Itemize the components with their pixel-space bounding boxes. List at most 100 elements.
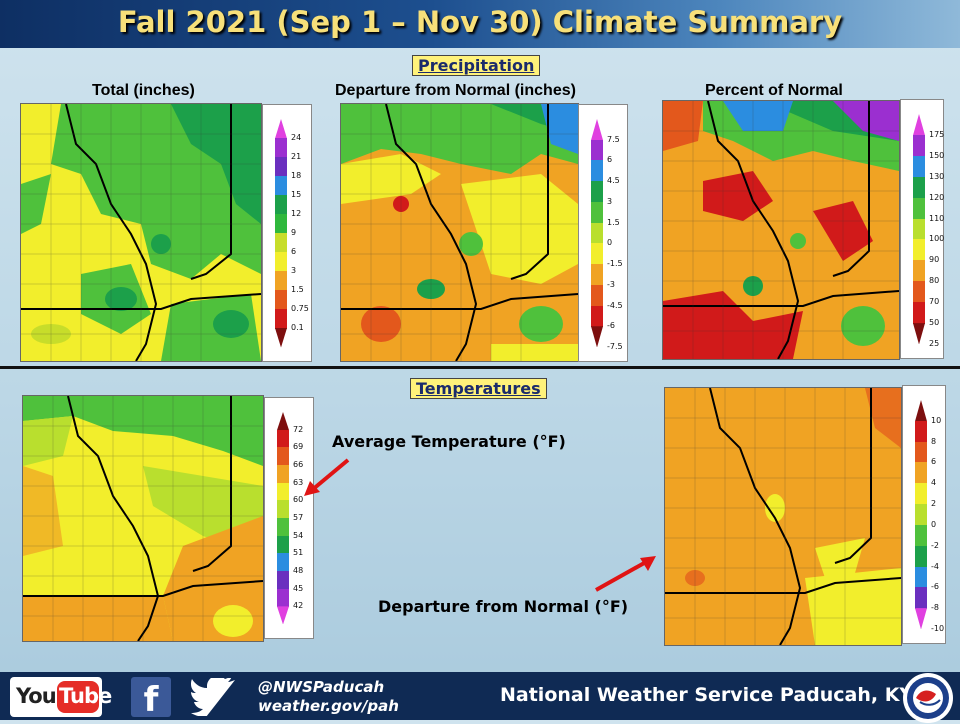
legend-tick-label: 80 (929, 276, 940, 286)
precip-departure-legend: 7.5 6 4.5 3 1.5 0 -1.5 -3 -4.5 -6 -7.5 (578, 104, 628, 362)
legend-color-swatch (277, 518, 289, 537)
twitter-handle[interactable]: @NWSPaducah (258, 678, 385, 696)
legend-color-swatch (275, 309, 287, 329)
legend-tick-label: 9 (291, 228, 297, 237)
legend-color-swatch (275, 271, 287, 291)
precip-departure-map (340, 103, 579, 362)
legend-color-swatch (913, 302, 925, 324)
legend-color-swatch (277, 482, 289, 501)
legend-color-swatch (275, 233, 287, 253)
legend-tick-label: 3 (291, 266, 297, 275)
legend-tick-label: -2 (931, 540, 939, 550)
legend-color-swatch (913, 134, 925, 157)
legend-color-swatch (913, 114, 925, 136)
legend-color-swatch (275, 138, 287, 158)
legend-color-swatch (915, 504, 927, 526)
legend-tick-label: -6 (931, 582, 939, 592)
social-handles: @NWSPaducah weather.gov/pah (258, 678, 399, 716)
legend-tick-label: 0 (931, 519, 937, 529)
legend-color-swatch (913, 323, 925, 345)
legend-color-swatch (915, 483, 927, 505)
legend-tick-label: 3 (607, 196, 613, 206)
legend-color-swatch (915, 566, 927, 588)
legend-tick-label: -4.5 (607, 300, 623, 310)
legend-tick-label: 45 (293, 583, 304, 593)
legend-tick-label: 25 (929, 339, 940, 348)
legend-color-swatch (277, 535, 289, 554)
legend-color-swatch (591, 222, 603, 244)
page-title: Fall 2021 (Sep 1 – Nov 30) Climate Summa… (117, 5, 843, 39)
legend-color-swatch (915, 608, 927, 630)
legend-color-swatch (591, 139, 603, 161)
legend-tick-label: 70 (929, 297, 940, 307)
legend-color-swatch (275, 328, 287, 348)
legend-color-swatch (913, 281, 925, 303)
legend-color-swatch (913, 197, 925, 220)
legend-color-swatch (275, 252, 287, 272)
legend-tick-label: 48 (293, 566, 304, 575)
legend-color-swatch (275, 195, 287, 215)
website-link[interactable]: weather.gov/pah (258, 697, 399, 715)
legend-color-swatch (277, 500, 289, 519)
arrow-icon (304, 458, 350, 496)
legend-tick-label: 0 (607, 238, 613, 248)
legend-color-swatch (277, 412, 289, 431)
legend-color-swatch (913, 218, 925, 240)
youtube-tube-text: Tube (59, 684, 112, 708)
legend-tick-label: 42 (293, 601, 304, 611)
legend-tick-label: 2 (931, 499, 937, 509)
nws-logo-icon (903, 673, 953, 723)
legend-tick-label: 150 (929, 150, 945, 160)
temp-departure-map (664, 387, 902, 646)
legend-tick-label: 72 (293, 424, 304, 434)
legend-color-swatch (277, 606, 289, 625)
legend-color-swatch (277, 553, 289, 572)
legend-tick-label: 66 (293, 460, 304, 469)
youtube-tube-badge (57, 681, 99, 713)
precip-departure-title: Departure from Normal (inches) (335, 82, 576, 99)
legend-tick-label: -1.5 (607, 259, 623, 269)
legend-tick-label: 21 (291, 152, 302, 161)
legend-tick-label: 4 (931, 478, 937, 488)
legend-tick-label: 175 (929, 129, 945, 139)
legend-tick-label: -3 (607, 279, 615, 289)
office-name: National Weather Service Paducah, KY (500, 684, 914, 706)
legend-color-swatch (915, 420, 927, 443)
legend-tick-label: 110 (929, 213, 945, 223)
legend-color-swatch (277, 571, 289, 590)
legend-color-swatch (915, 462, 927, 484)
youtube-you-text: You (16, 684, 57, 708)
legend-tick-label: 0.1 (291, 323, 304, 332)
legend-color-swatch (591, 119, 603, 141)
avg-temp-annotation: Average Temperature (°F) (332, 432, 566, 451)
legend-color-swatch (591, 160, 603, 182)
legend-tick-label: 51 (293, 548, 304, 558)
facebook-icon[interactable]: f (131, 677, 171, 720)
avg-temp-legend: 72 69 66 63 60 57 54 51 48 45 42 (264, 397, 314, 639)
avg-temp-map (22, 395, 264, 642)
section-divider (0, 366, 960, 369)
legend-color-swatch (915, 441, 927, 463)
legend-color-swatch (275, 176, 287, 196)
legend-tick-label: -7.5 (607, 342, 623, 351)
legend-color-swatch (915, 587, 927, 609)
legend-tick-label: 120 (929, 192, 945, 202)
precipitation-section-label: Precipitation (412, 55, 541, 76)
legend-tick-label: 54 (293, 530, 304, 540)
legend-tick-label: 1.5 (607, 217, 620, 227)
legend-color-swatch (275, 157, 287, 177)
legend-tick-label: 18 (291, 171, 302, 180)
legend-tick-label: 6 (607, 155, 613, 165)
legend-tick-label: 100 (929, 234, 945, 244)
legend-tick-label: 90 (929, 255, 940, 265)
legend-color-swatch (277, 447, 289, 466)
legend-tick-label: 8 (931, 436, 937, 446)
legend-tick-label: 6 (291, 247, 297, 256)
legend-color-swatch (913, 176, 925, 199)
legend-tick-label: -4 (931, 561, 939, 571)
legend-tick-label: -10 (931, 624, 945, 633)
legend-tick-label: 15 (291, 190, 302, 199)
legend-tick-label: 130 (929, 171, 945, 181)
legend-tick-label: 4.5 (607, 176, 620, 186)
twitter-icon[interactable] (191, 678, 237, 716)
